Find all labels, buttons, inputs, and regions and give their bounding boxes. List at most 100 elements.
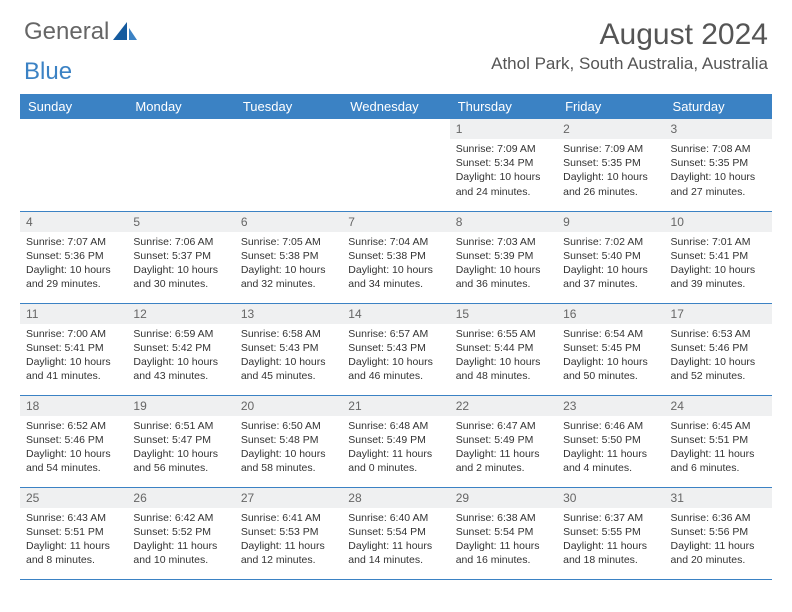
calendar-day-cell: 12Sunrise: 6:59 AMSunset: 5:42 PMDayligh…: [127, 303, 234, 395]
sunset-text: Sunset: 5:43 PM: [348, 341, 443, 355]
sunset-text: Sunset: 5:49 PM: [456, 433, 551, 447]
calendar-day-cell: 18Sunrise: 6:52 AMSunset: 5:46 PMDayligh…: [20, 395, 127, 487]
sunrise-text: Sunrise: 7:03 AM: [456, 235, 551, 249]
day-content: Sunrise: 7:01 AMSunset: 5:41 PMDaylight:…: [665, 232, 772, 296]
calendar-day-cell: 31Sunrise: 6:36 AMSunset: 5:56 PMDayligh…: [665, 487, 772, 579]
calendar-day-cell: 5Sunrise: 7:06 AMSunset: 5:37 PMDaylight…: [127, 211, 234, 303]
daylight-text: Daylight: 10 hours and 34 minutes.: [348, 263, 443, 291]
day-content: Sunrise: 6:38 AMSunset: 5:54 PMDaylight:…: [450, 508, 557, 572]
day-content: Sunrise: 6:43 AMSunset: 5:51 PMDaylight:…: [20, 508, 127, 572]
calendar-day-cell: 17Sunrise: 6:53 AMSunset: 5:46 PMDayligh…: [665, 303, 772, 395]
calendar-day-cell: [20, 119, 127, 211]
sunset-text: Sunset: 5:38 PM: [348, 249, 443, 263]
day-content: Sunrise: 7:08 AMSunset: 5:35 PMDaylight:…: [665, 139, 772, 203]
daylight-text: Daylight: 10 hours and 37 minutes.: [563, 263, 658, 291]
sunrise-text: Sunrise: 6:55 AM: [456, 327, 551, 341]
day-number: 27: [235, 488, 342, 508]
day-content: Sunrise: 6:52 AMSunset: 5:46 PMDaylight:…: [20, 416, 127, 480]
day-number: 17: [665, 304, 772, 324]
sunset-text: Sunset: 5:47 PM: [133, 433, 228, 447]
sunrise-text: Sunrise: 6:41 AM: [241, 511, 336, 525]
calendar-day-cell: 20Sunrise: 6:50 AMSunset: 5:48 PMDayligh…: [235, 395, 342, 487]
calendar-day-cell: [235, 119, 342, 211]
sunset-text: Sunset: 5:39 PM: [456, 249, 551, 263]
calendar-body: 1Sunrise: 7:09 AMSunset: 5:34 PMDaylight…: [20, 119, 772, 579]
day-number: 30: [557, 488, 664, 508]
sunrise-text: Sunrise: 7:09 AM: [563, 142, 658, 156]
daylight-text: Daylight: 11 hours and 0 minutes.: [348, 447, 443, 475]
sunrise-text: Sunrise: 7:00 AM: [26, 327, 121, 341]
sunset-text: Sunset: 5:56 PM: [671, 525, 766, 539]
logo-sail-icon: [113, 22, 139, 42]
sunset-text: Sunset: 5:35 PM: [671, 156, 766, 170]
day-content: Sunrise: 6:41 AMSunset: 5:53 PMDaylight:…: [235, 508, 342, 572]
calendar-day-cell: 22Sunrise: 6:47 AMSunset: 5:49 PMDayligh…: [450, 395, 557, 487]
sunset-text: Sunset: 5:46 PM: [671, 341, 766, 355]
sunrise-text: Sunrise: 7:09 AM: [456, 142, 551, 156]
calendar-week-row: 18Sunrise: 6:52 AMSunset: 5:46 PMDayligh…: [20, 395, 772, 487]
day-content: Sunrise: 7:03 AMSunset: 5:39 PMDaylight:…: [450, 232, 557, 296]
day-content: Sunrise: 6:59 AMSunset: 5:42 PMDaylight:…: [127, 324, 234, 388]
sunset-text: Sunset: 5:43 PM: [241, 341, 336, 355]
sunset-text: Sunset: 5:51 PM: [671, 433, 766, 447]
day-number: 26: [127, 488, 234, 508]
daylight-text: Daylight: 10 hours and 45 minutes.: [241, 355, 336, 383]
day-content: Sunrise: 6:48 AMSunset: 5:49 PMDaylight:…: [342, 416, 449, 480]
calendar-day-cell: 4Sunrise: 7:07 AMSunset: 5:36 PMDaylight…: [20, 211, 127, 303]
calendar-day-cell: 16Sunrise: 6:54 AMSunset: 5:45 PMDayligh…: [557, 303, 664, 395]
day-content: Sunrise: 6:58 AMSunset: 5:43 PMDaylight:…: [235, 324, 342, 388]
daylight-text: Daylight: 10 hours and 39 minutes.: [671, 263, 766, 291]
day-content: Sunrise: 6:51 AMSunset: 5:47 PMDaylight:…: [127, 416, 234, 480]
daylight-text: Daylight: 10 hours and 32 minutes.: [241, 263, 336, 291]
sunset-text: Sunset: 5:54 PM: [456, 525, 551, 539]
calendar-week-row: 1Sunrise: 7:09 AMSunset: 5:34 PMDaylight…: [20, 119, 772, 211]
logo-text-general: General: [24, 18, 109, 46]
daylight-text: Daylight: 11 hours and 14 minutes.: [348, 539, 443, 567]
daylight-text: Daylight: 11 hours and 16 minutes.: [456, 539, 551, 567]
month-title: August 2024: [491, 18, 768, 52]
day-content: Sunrise: 7:04 AMSunset: 5:38 PMDaylight:…: [342, 232, 449, 296]
daylight-text: Daylight: 10 hours and 36 minutes.: [456, 263, 551, 291]
sunset-text: Sunset: 5:42 PM: [133, 341, 228, 355]
sunrise-text: Sunrise: 6:42 AM: [133, 511, 228, 525]
daylight-text: Daylight: 10 hours and 29 minutes.: [26, 263, 121, 291]
sunrise-text: Sunrise: 6:58 AM: [241, 327, 336, 341]
sunrise-text: Sunrise: 7:05 AM: [241, 235, 336, 249]
weekday-header: Sunday: [20, 94, 127, 119]
sunset-text: Sunset: 5:46 PM: [26, 433, 121, 447]
weekday-header: Monday: [127, 94, 234, 119]
calendar-day-cell: 7Sunrise: 7:04 AMSunset: 5:38 PMDaylight…: [342, 211, 449, 303]
weekday-header: Friday: [557, 94, 664, 119]
sunset-text: Sunset: 5:48 PM: [241, 433, 336, 447]
sunset-text: Sunset: 5:37 PM: [133, 249, 228, 263]
sunset-text: Sunset: 5:49 PM: [348, 433, 443, 447]
day-number: 31: [665, 488, 772, 508]
day-number: 2: [557, 119, 664, 139]
weekday-header: Saturday: [665, 94, 772, 119]
sunrise-text: Sunrise: 6:54 AM: [563, 327, 658, 341]
sunrise-text: Sunrise: 7:01 AM: [671, 235, 766, 249]
calendar-day-cell: 3Sunrise: 7:08 AMSunset: 5:35 PMDaylight…: [665, 119, 772, 211]
daylight-text: Daylight: 11 hours and 2 minutes.: [456, 447, 551, 475]
calendar-day-cell: 9Sunrise: 7:02 AMSunset: 5:40 PMDaylight…: [557, 211, 664, 303]
day-content: Sunrise: 6:57 AMSunset: 5:43 PMDaylight:…: [342, 324, 449, 388]
daylight-text: Daylight: 10 hours and 46 minutes.: [348, 355, 443, 383]
sunset-text: Sunset: 5:53 PM: [241, 525, 336, 539]
day-content: Sunrise: 6:37 AMSunset: 5:55 PMDaylight:…: [557, 508, 664, 572]
day-number: 19: [127, 396, 234, 416]
daylight-text: Daylight: 11 hours and 12 minutes.: [241, 539, 336, 567]
sunrise-text: Sunrise: 6:59 AM: [133, 327, 228, 341]
calendar-day-cell: 26Sunrise: 6:42 AMSunset: 5:52 PMDayligh…: [127, 487, 234, 579]
day-number: 13: [235, 304, 342, 324]
day-content: Sunrise: 6:55 AMSunset: 5:44 PMDaylight:…: [450, 324, 557, 388]
calendar-day-cell: 2Sunrise: 7:09 AMSunset: 5:35 PMDaylight…: [557, 119, 664, 211]
day-content: Sunrise: 6:42 AMSunset: 5:52 PMDaylight:…: [127, 508, 234, 572]
calendar-day-cell: 24Sunrise: 6:45 AMSunset: 5:51 PMDayligh…: [665, 395, 772, 487]
calendar-day-cell: 27Sunrise: 6:41 AMSunset: 5:53 PMDayligh…: [235, 487, 342, 579]
sunrise-text: Sunrise: 6:37 AM: [563, 511, 658, 525]
daylight-text: Daylight: 11 hours and 18 minutes.: [563, 539, 658, 567]
sunset-text: Sunset: 5:45 PM: [563, 341, 658, 355]
day-number: 1: [450, 119, 557, 139]
daylight-text: Daylight: 11 hours and 10 minutes.: [133, 539, 228, 567]
daylight-text: Daylight: 10 hours and 52 minutes.: [671, 355, 766, 383]
